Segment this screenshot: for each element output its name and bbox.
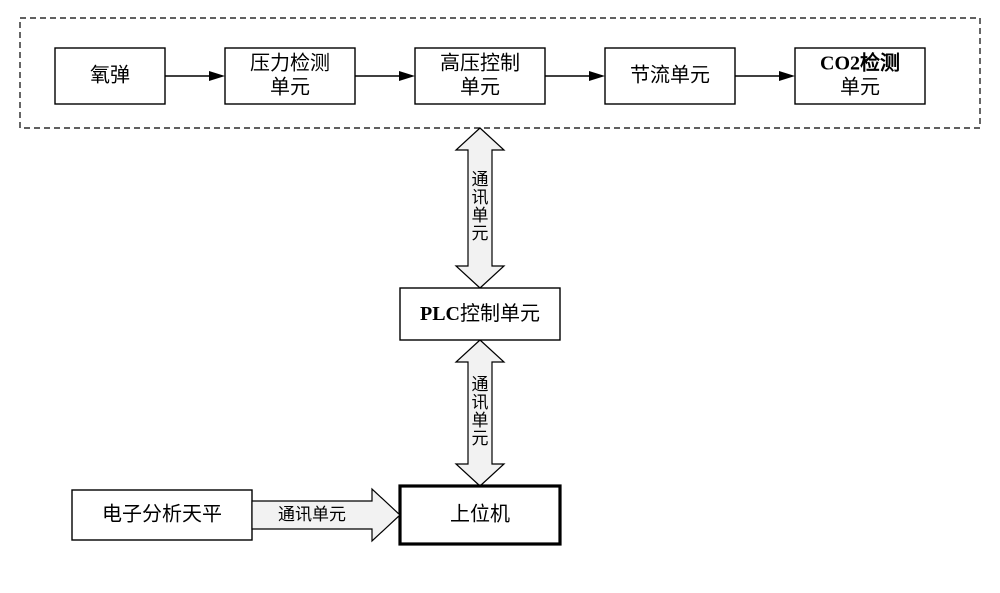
arrow-label: 通 [472,375,489,394]
arrow-label: 讯 [472,188,489,207]
arrow-label: 讯 [472,393,489,412]
node-label: 单元 [460,76,500,99]
diagram-canvas: 氧弹压力检测单元高压控制单元节流单元CO2检测单元通讯单元通讯单元PLC控制单元… [0,0,1000,593]
node-label: 高压控制 [440,52,520,75]
node-label: 电子分析天平 [102,503,222,526]
node-label: 节流单元 [630,64,710,87]
arrow-label: 单 [472,411,489,430]
node-label: 单元 [270,76,310,99]
node-label: CO2检测 [820,51,900,75]
arrow-label: 通 [472,170,489,189]
node-label: 压力检测 [250,52,330,75]
flow-arrow-head [399,71,415,81]
arrow-label: 元 [472,429,489,448]
flow-arrow-head [209,71,225,81]
node-label: 单元 [840,76,880,99]
node-label: PLC控制单元 [420,302,540,325]
arrow-label: 元 [472,224,489,243]
flow-arrow-head [779,71,795,81]
node-label: 氧弹 [90,64,130,87]
arrow-label: 单 [472,206,489,225]
node-label: 上位机 [450,503,510,526]
arrow-label: 通讯单元 [278,505,346,524]
flow-arrow-head [589,71,605,81]
